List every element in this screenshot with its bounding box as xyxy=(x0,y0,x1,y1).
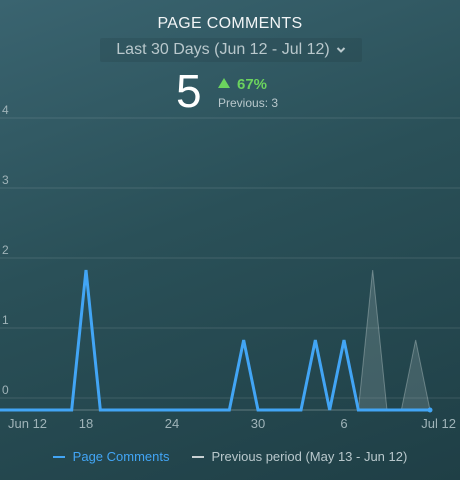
legend-swatch-current xyxy=(52,455,65,458)
date-range-label: Last 30 Days (Jun 12 - Jul 12) xyxy=(116,41,330,58)
y-axis-labels: 0 1 2 3 4 xyxy=(2,103,9,397)
y-tick-label: 0 xyxy=(2,383,9,397)
kpi-previous: Previous: 3 xyxy=(218,96,279,110)
kpi-delta: 67% xyxy=(218,76,267,93)
current-series-endpoint xyxy=(427,407,433,413)
legend-label-current: Page Comments xyxy=(72,449,170,464)
legend-label-previous: Previous period (May 13 - Jun 12) xyxy=(211,449,408,464)
chart-legend: Page Comments Previous period (May 13 - … xyxy=(0,449,460,464)
triangle-up-icon xyxy=(218,78,230,88)
x-tick-label: 6 xyxy=(340,416,347,431)
x-tick-label: Jul 12 xyxy=(421,416,456,431)
widget-title: PAGE COMMENTS xyxy=(157,15,303,32)
y-tick-label: 4 xyxy=(2,103,9,117)
legend-swatch-previous xyxy=(191,455,204,458)
y-tick-label: 3 xyxy=(2,173,9,187)
y-tick-label: 2 xyxy=(2,243,9,257)
chart-grid xyxy=(0,117,460,399)
legend-item-previous[interactable]: Previous period (May 13 - Jun 12) xyxy=(191,449,408,464)
kpi-delta-value: 67% xyxy=(237,76,268,93)
legend-item-current[interactable]: Page Comments xyxy=(52,449,170,464)
x-tick-label: Jun 12 xyxy=(8,416,47,431)
x-tick-label: 30 xyxy=(251,416,265,431)
x-axis-labels: Jun 12 18 24 30 6 Jul 12 xyxy=(8,416,456,431)
x-tick-label: 24 xyxy=(165,416,179,431)
current-series xyxy=(0,269,433,413)
current-series-line xyxy=(0,269,430,412)
chevron-down-icon xyxy=(336,47,345,53)
previous-series xyxy=(0,269,431,411)
y-tick-label: 1 xyxy=(2,313,9,327)
date-range-dropdown[interactable]: Last 30 Days (Jun 12 - Jul 12) xyxy=(100,38,362,62)
kpi-value: 5 xyxy=(176,65,202,117)
x-tick-label: 18 xyxy=(79,416,93,431)
